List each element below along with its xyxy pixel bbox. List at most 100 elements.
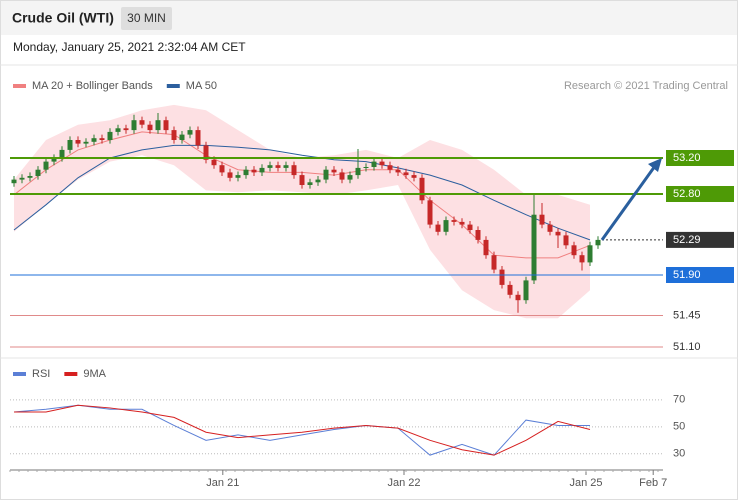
candle-body — [587, 245, 593, 263]
candle-body — [123, 128, 129, 131]
candle-body — [43, 161, 49, 170]
candle-body — [163, 120, 169, 131]
forecast-arrowhead — [648, 158, 662, 172]
candle-body — [283, 165, 289, 168]
candle-body — [219, 165, 225, 173]
candle-body — [435, 224, 441, 232]
legend-label: RSI — [32, 368, 50, 380]
candle-body — [443, 220, 449, 232]
candle-body — [483, 239, 489, 256]
candle-body — [451, 220, 457, 222]
candle-body — [171, 130, 177, 140]
candle-body — [379, 161, 385, 166]
x-tick-label: Jan 25 — [569, 477, 602, 489]
candle-body — [187, 130, 193, 135]
candle-body — [411, 175, 417, 178]
level-label-box — [666, 186, 734, 202]
chart-title: Crude Oil (WTI) — [12, 10, 114, 26]
candle-body — [35, 169, 41, 176]
candle-body — [147, 124, 153, 131]
y-tick-label: 50 — [673, 421, 685, 433]
candle-body — [243, 169, 249, 176]
candle-body — [323, 169, 329, 180]
candle-body — [67, 140, 73, 150]
candle-body — [427, 200, 433, 225]
level-label: 51.10 — [673, 341, 701, 353]
x-tick-label: Feb 7 — [639, 477, 667, 489]
level-label: 52.29 — [673, 234, 701, 246]
x-tick-label: Jan 21 — [206, 477, 239, 489]
candle-body — [315, 179, 321, 183]
legend-label: MA 50 — [186, 80, 217, 92]
candle-body — [355, 167, 361, 176]
candle-body — [507, 284, 513, 295]
candle-body — [259, 167, 265, 173]
candle-body — [291, 165, 297, 176]
y-tick-label: 30 — [673, 448, 685, 460]
candle-body — [251, 169, 257, 173]
candle-body — [11, 179, 17, 184]
candle-body — [299, 175, 305, 185]
timeframe[interactable]: 30 MIN — [127, 11, 166, 25]
candle-body — [531, 214, 537, 281]
candle-body — [459, 221, 465, 225]
indicator-line — [13, 404, 590, 456]
candle-body — [19, 177, 25, 180]
x-tick-label: Jan 22 — [387, 477, 420, 489]
candle-body — [331, 169, 337, 173]
source: Research © 2021 Trading Central — [564, 80, 728, 92]
candle-body — [267, 165, 273, 168]
candle-body — [523, 280, 529, 301]
candle-body — [211, 159, 217, 166]
level-label: 51.90 — [673, 269, 701, 281]
candle-body — [395, 169, 401, 173]
candle-body — [139, 120, 145, 125]
candle-body — [419, 177, 425, 201]
level-label-box — [666, 150, 734, 166]
level-label-box — [666, 231, 734, 248]
candle-body — [179, 134, 185, 140]
level-label-box — [666, 267, 734, 283]
timeframe-badge[interactable] — [121, 7, 172, 30]
candle-body — [387, 165, 393, 170]
candle-body — [363, 167, 369, 168]
candle-body — [203, 145, 209, 160]
level-label: 52.80 — [673, 188, 701, 200]
candle-body — [547, 224, 553, 232]
candle-body — [467, 224, 473, 230]
candle-body — [59, 149, 65, 158]
candle-body — [491, 255, 497, 270]
candle-body — [579, 255, 585, 263]
candle-body — [115, 128, 121, 132]
indicator-line — [14, 404, 591, 456]
candle-body — [403, 172, 409, 176]
candle-body — [83, 141, 89, 144]
candle-body — [595, 239, 601, 246]
candle-body — [275, 165, 281, 168]
candle-body — [91, 138, 97, 142]
candle-body — [339, 172, 345, 180]
candle-body — [75, 140, 81, 144]
candle-body — [195, 130, 201, 146]
candle-body — [27, 176, 33, 178]
candle-body — [51, 158, 57, 162]
candle-body — [539, 214, 545, 225]
forecast-arrow — [600, 165, 657, 241]
candle-body — [155, 120, 161, 131]
candle-body — [235, 175, 241, 178]
legend-label: 9MA — [83, 368, 106, 380]
timestamp: Monday, January 25, 2021 2:32:04 AM CET — [13, 40, 246, 54]
candle-body — [347, 175, 353, 180]
candle-body — [563, 235, 569, 246]
bollinger-band — [14, 104, 590, 319]
level-label: 53.20 — [673, 152, 701, 164]
candle-body — [515, 294, 521, 301]
legend-label: MA 20 + Bollinger Bands — [32, 80, 153, 92]
y-tick-label: 70 — [673, 394, 685, 406]
level-label: 51.45 — [673, 309, 701, 321]
candle-body — [307, 182, 313, 185]
candle-body — [475, 230, 481, 240]
candle-body — [571, 245, 577, 256]
